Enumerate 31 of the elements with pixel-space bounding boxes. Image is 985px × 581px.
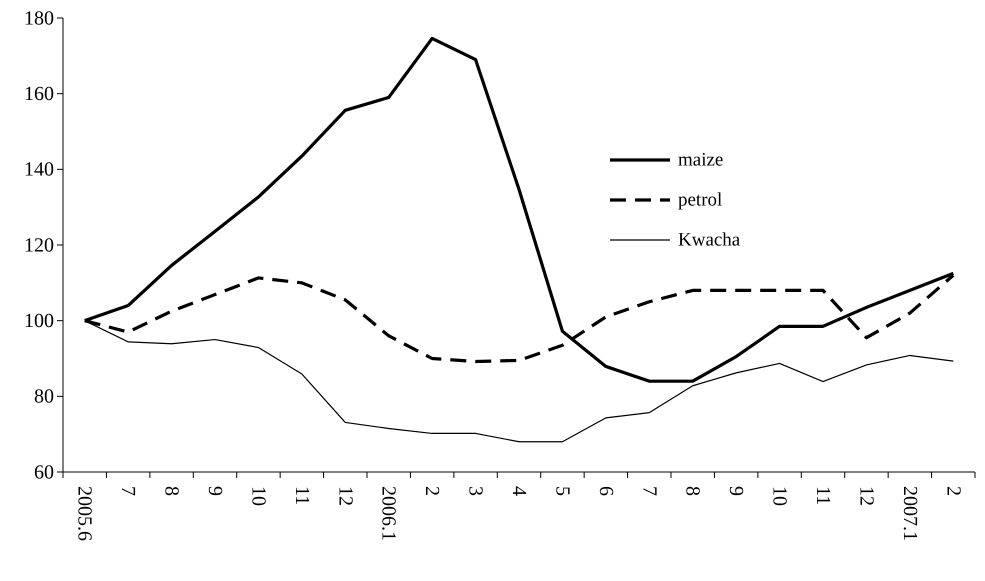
x-tick-label: 4 bbox=[508, 486, 530, 496]
y-tick-label: 100 bbox=[24, 310, 54, 332]
x-tick-label: 11 bbox=[812, 486, 834, 506]
x-tick-label: 2007.1 bbox=[898, 486, 921, 541]
x-tick-label: 3 bbox=[464, 486, 487, 496]
x-tick-label: 12 bbox=[334, 486, 356, 506]
x-tick-label: 8 bbox=[682, 486, 704, 496]
legend-label: Kwacha bbox=[678, 230, 741, 250]
x-tick-label: 7 bbox=[117, 486, 140, 496]
x-tick-label: 10 bbox=[247, 486, 270, 506]
y-tick-label: 140 bbox=[24, 158, 54, 181]
x-tick-label: 2005.6 bbox=[74, 486, 96, 541]
legend-label: petrol bbox=[678, 190, 722, 210]
x-tick-label: 9 bbox=[204, 486, 226, 496]
x-tick-label: 8 bbox=[160, 486, 183, 496]
y-tick-label: 120 bbox=[24, 234, 54, 256]
x-tick-label: 2 bbox=[421, 486, 444, 496]
y-tick-label: 80 bbox=[34, 386, 54, 408]
x-tick-label: 6 bbox=[594, 486, 617, 496]
y-tick-label: 160 bbox=[24, 83, 54, 106]
x-tick-label: 7 bbox=[638, 486, 660, 496]
x-tick-label: 5 bbox=[551, 486, 574, 496]
y-tick-label: 180 bbox=[24, 7, 54, 30]
legend-label: maize bbox=[678, 150, 724, 170]
x-tick-label: 10 bbox=[768, 486, 791, 506]
x-tick-label: 9 bbox=[725, 486, 748, 496]
x-tick-label: 11 bbox=[290, 486, 313, 506]
x-tick-label: 12 bbox=[855, 486, 878, 506]
y-tick-label: 60 bbox=[34, 461, 54, 484]
x-tick-label: 2 bbox=[942, 486, 964, 496]
x-tick-label: 2006.1 bbox=[378, 486, 400, 541]
